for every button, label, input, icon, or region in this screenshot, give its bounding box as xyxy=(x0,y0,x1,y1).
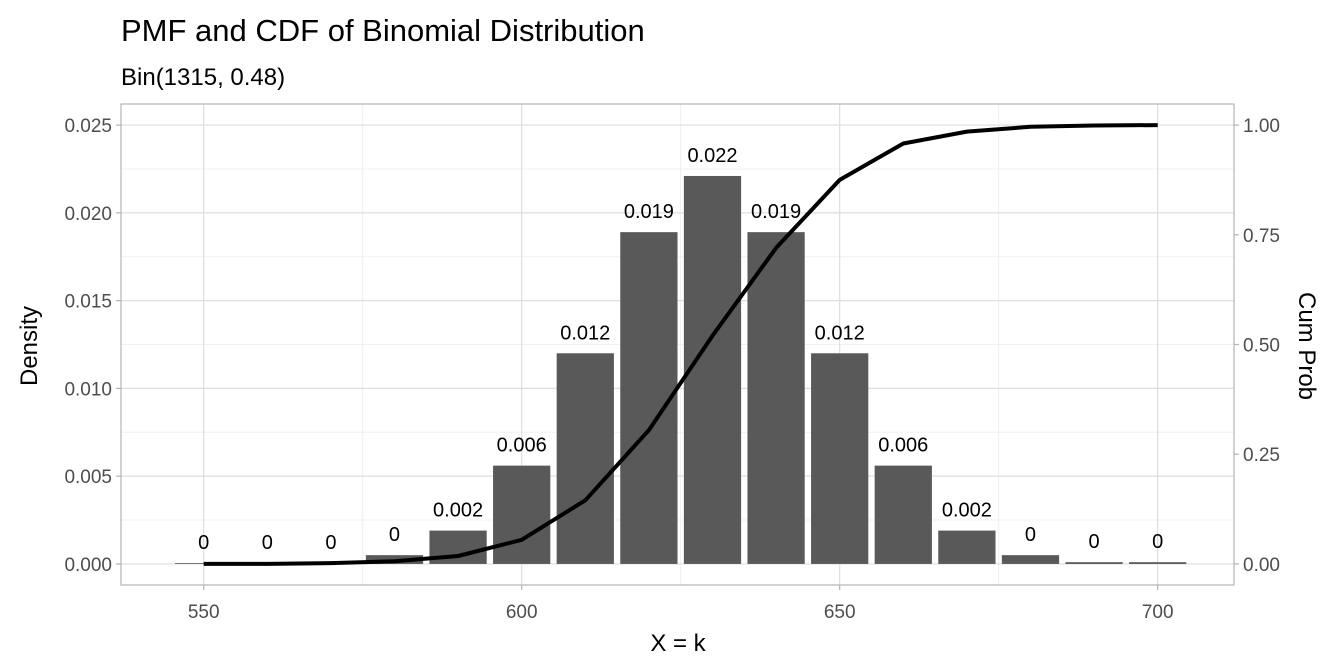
chart-subtitle: Bin(1315, 0.48) xyxy=(121,64,285,91)
bar-value-label: 0.019 xyxy=(624,201,674,223)
bar xyxy=(938,530,996,564)
bar-value-label: 0.012 xyxy=(560,322,610,344)
cdf-line xyxy=(203,123,1158,566)
bar-value-label: 0.002 xyxy=(942,500,992,522)
bar xyxy=(1001,555,1060,564)
bar-value-label: 0 xyxy=(262,532,273,554)
y2-tick-label: 0.25 xyxy=(1243,445,1280,466)
bar-value-label: 0.022 xyxy=(687,145,737,167)
data-labels: 0 0 0 0 0.002 0.006 0.012 0.019 0.022 0.019 0.012 0… xyxy=(198,145,1163,554)
bar-value-label: 0 xyxy=(1089,531,1100,553)
x-tick-label: 650 xyxy=(824,602,856,623)
bar-value-label: 0 xyxy=(389,524,400,546)
cdf-line-group xyxy=(203,123,1158,566)
y2-tick-label: 0.50 xyxy=(1243,336,1280,357)
y-tick-label: 0.015 xyxy=(64,292,112,313)
bar-value-label: 0 xyxy=(325,532,336,554)
bars xyxy=(175,175,1187,564)
bar-value-label: 0.006 xyxy=(497,435,547,457)
bar xyxy=(747,232,805,564)
x-axis-title: X = k xyxy=(650,630,706,657)
y2-tick-label: 0.00 xyxy=(1243,555,1280,576)
bar xyxy=(620,232,678,564)
y-tick-label: 0.025 xyxy=(64,116,112,137)
bar-value-label: 0.002 xyxy=(433,500,483,522)
bar xyxy=(811,353,869,564)
y2-axis-title: Cum Prob xyxy=(1293,292,1320,400)
bar xyxy=(1065,562,1123,564)
bar-value-label: 0.006 xyxy=(878,435,928,457)
y-axis-title: Density xyxy=(16,306,43,386)
bar xyxy=(493,465,551,564)
y2-tick-label: 1.00 xyxy=(1243,116,1280,137)
bar xyxy=(1129,562,1187,564)
x-tick-label: 600 xyxy=(506,602,538,623)
bar xyxy=(683,175,742,564)
bar-value-label: 0 xyxy=(198,532,209,554)
axis-ticks: 550 600 650 7000.0000.0050.0100.0150.0200.0… xyxy=(64,116,1280,623)
y-tick-label: 0.010 xyxy=(64,379,112,400)
y-tick-label: 0.005 xyxy=(64,467,112,488)
x-tick-label: 700 xyxy=(1142,602,1174,623)
y-tick-label: 0.000 xyxy=(64,555,112,576)
bar-value-label: 0 xyxy=(1152,531,1163,553)
chart-title: PMF and CDF of Binomial Distribution xyxy=(121,13,645,48)
bar-value-label: 0 xyxy=(1025,524,1036,546)
bar xyxy=(556,353,614,564)
y2-tick-label: 0.75 xyxy=(1243,226,1280,247)
y-tick-label: 0.020 xyxy=(64,204,112,225)
bar-value-label: 0.012 xyxy=(815,322,865,344)
bar xyxy=(175,563,233,564)
bar xyxy=(874,465,932,564)
x-tick-label: 550 xyxy=(188,602,220,623)
bar-value-label: 0.019 xyxy=(751,201,801,223)
